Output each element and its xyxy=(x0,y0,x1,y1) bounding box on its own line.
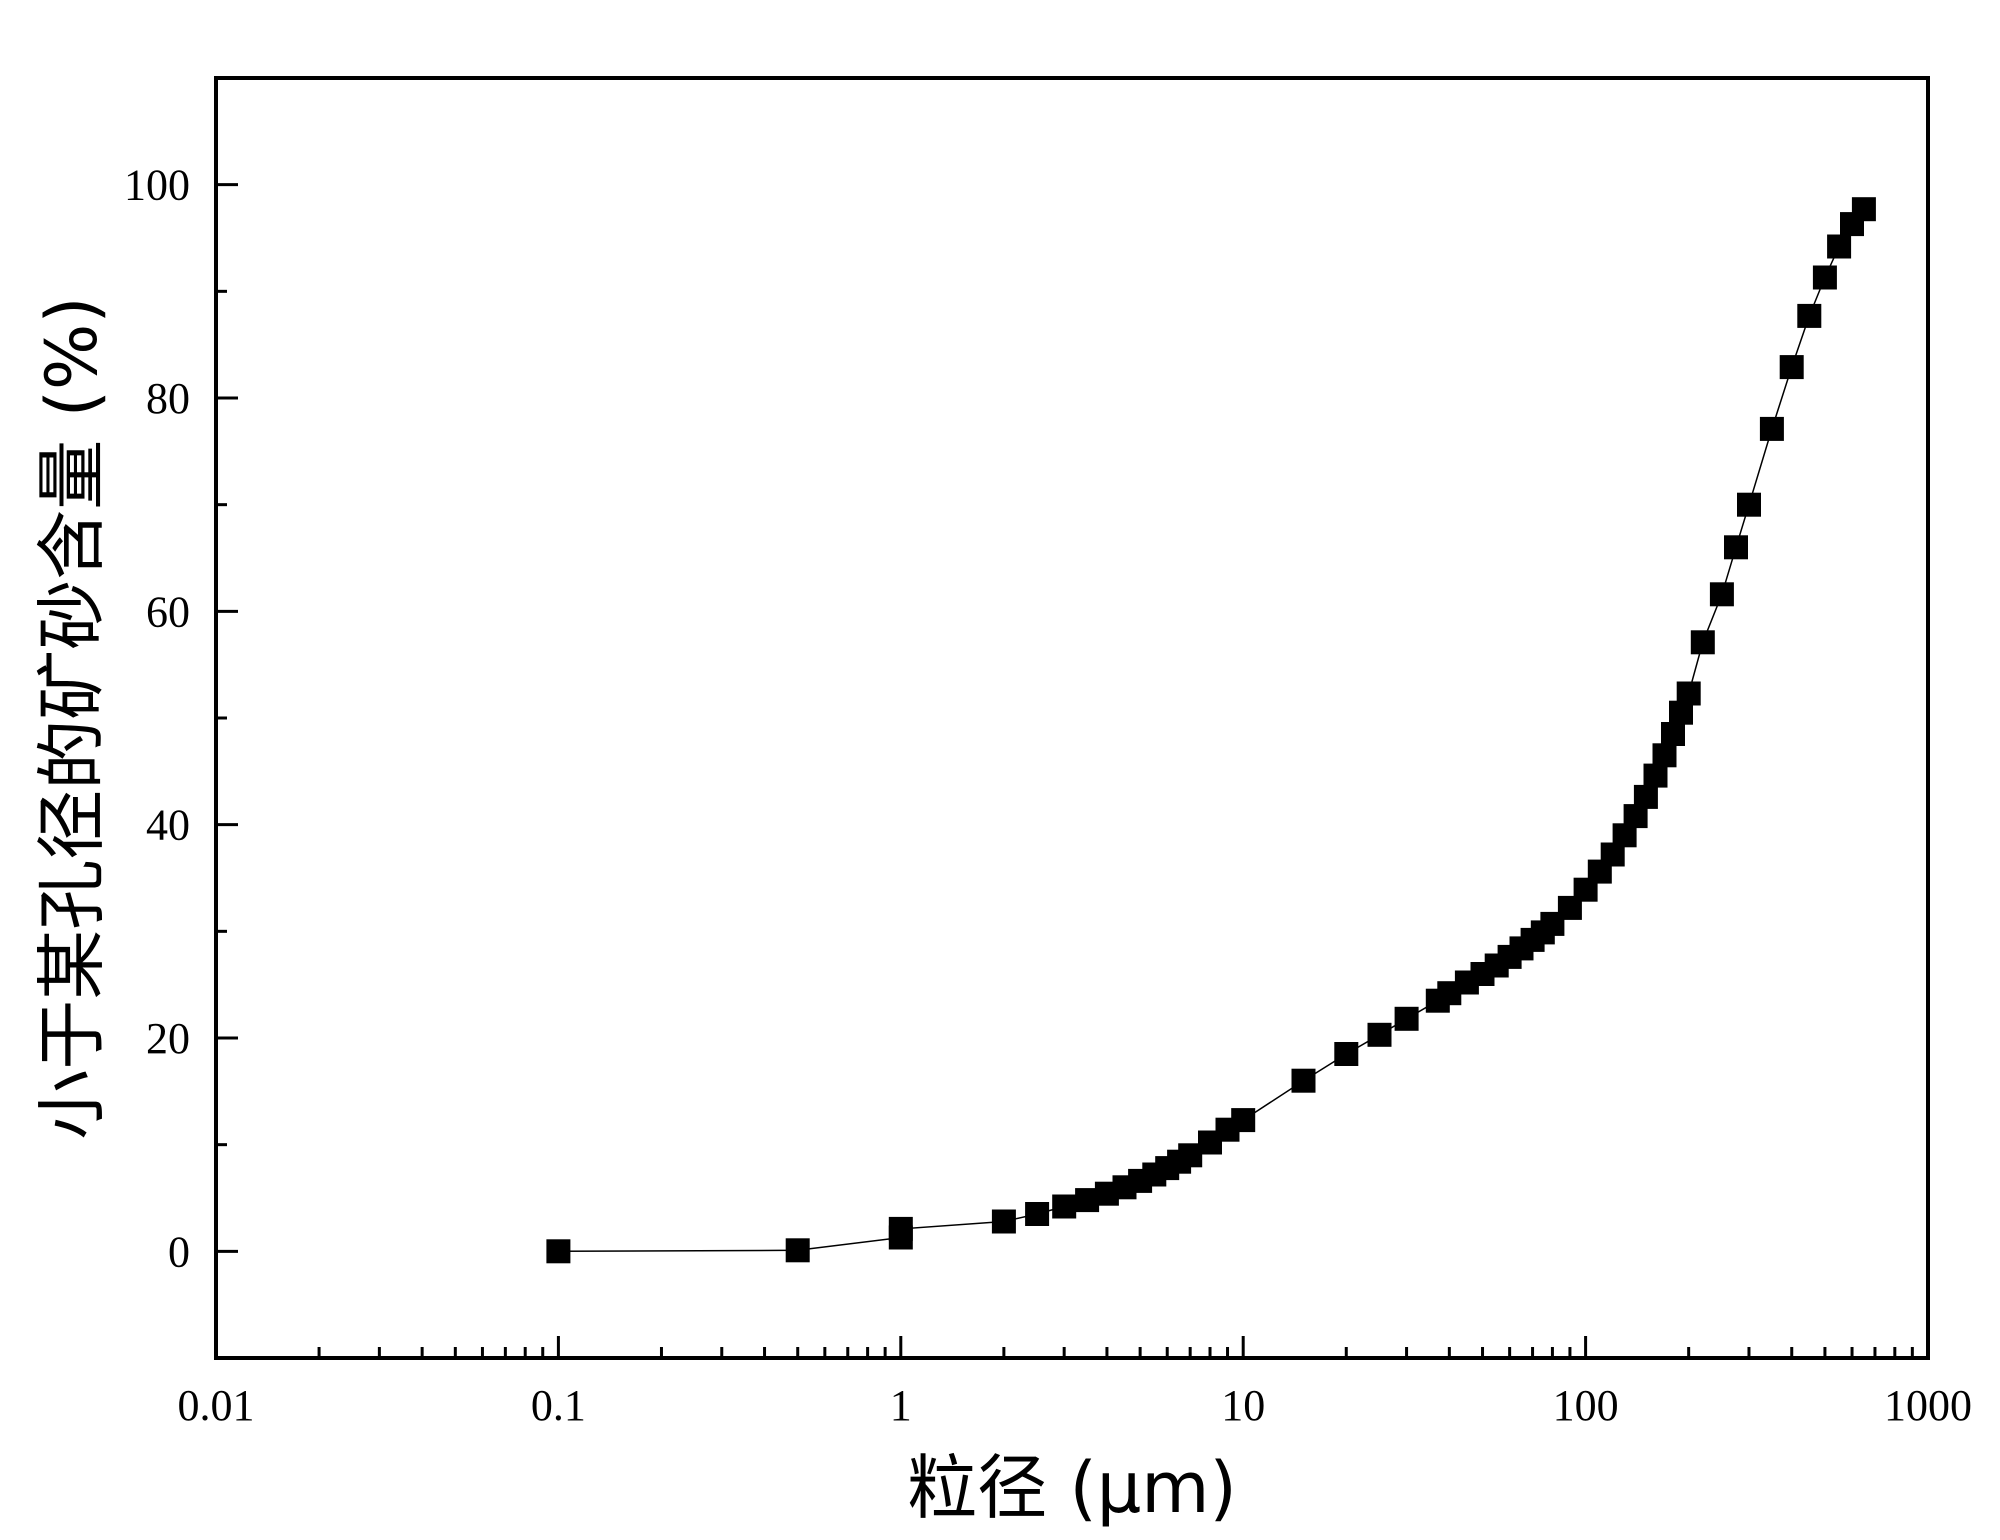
x-tick-label: 0.1 xyxy=(531,1381,586,1430)
data-point xyxy=(1759,416,1784,441)
x-tick-label: 1000 xyxy=(1884,1381,1972,1430)
data-point xyxy=(1633,784,1658,809)
data-point xyxy=(1737,492,1761,517)
y-tick-label: 60 xyxy=(146,587,190,636)
data-point xyxy=(1812,265,1837,290)
data-point xyxy=(1797,303,1822,328)
data-point xyxy=(1394,1006,1419,1031)
data-point xyxy=(1709,582,1734,607)
data-point xyxy=(1291,1068,1316,1093)
data-point xyxy=(1334,1042,1359,1066)
x-tick-label: 0.01 xyxy=(178,1381,255,1430)
data-point xyxy=(1827,234,1852,259)
data-point xyxy=(1652,743,1677,768)
y-tick-label: 40 xyxy=(146,801,190,850)
x-tick-label: 1 xyxy=(890,1381,912,1430)
data-point xyxy=(1690,630,1715,655)
data-point xyxy=(1643,763,1668,788)
data-point xyxy=(1779,355,1804,380)
data-point xyxy=(1231,1108,1256,1133)
x-axis-title: 粒径 (μm) xyxy=(907,1447,1237,1529)
y-tick-label: 80 xyxy=(146,374,190,423)
data-point xyxy=(1025,1202,1050,1226)
y-tick-label: 0 xyxy=(168,1227,190,1276)
y-tick-label: 100 xyxy=(124,161,190,210)
data-point xyxy=(1676,681,1701,706)
y-ticks: 0 20 40 60 80 100 xyxy=(124,76,238,1360)
y-tick-label: 20 xyxy=(146,1014,190,1063)
data-point xyxy=(1661,722,1685,746)
data-markers xyxy=(546,197,1876,1264)
y-axis-title: 小于某孔径的矿砂含量 (%) xyxy=(31,296,113,1139)
data-point xyxy=(1851,197,1876,222)
data-point xyxy=(546,1239,571,1264)
data-point xyxy=(1367,1022,1392,1047)
data-point xyxy=(1724,535,1748,560)
x-tick-label: 100 xyxy=(1553,1381,1619,1430)
data-point xyxy=(1052,1194,1077,1219)
x-ticks: 0.01 0.1 1 10 100 1000 xyxy=(178,1336,1972,1430)
x-tick-label: 10 xyxy=(1221,1381,1265,1430)
data-point xyxy=(888,1216,913,1241)
data-point xyxy=(991,1209,1016,1234)
data-point xyxy=(785,1238,810,1263)
